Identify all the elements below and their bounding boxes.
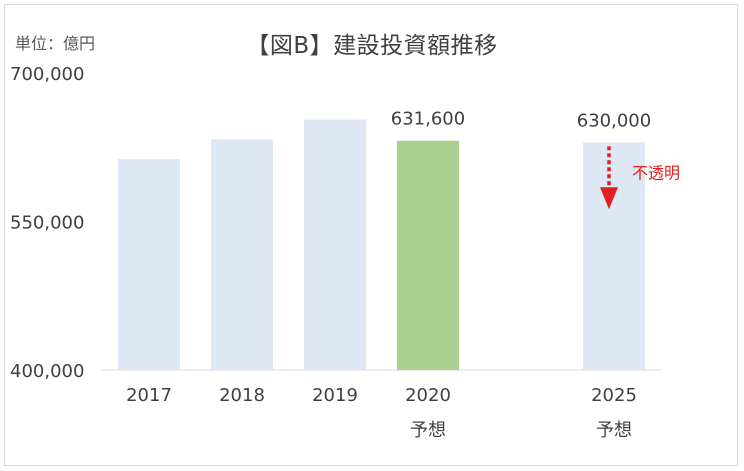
x-axis-categories: 2017 2018 2019 2020 予想 2025 予想 bbox=[126, 385, 637, 441]
bars bbox=[118, 119, 645, 370]
annotation: 不透明 bbox=[600, 146, 680, 210]
y-tick-label: 700,000 bbox=[10, 64, 84, 85]
bar-2019 bbox=[304, 119, 366, 370]
bar-2017 bbox=[118, 159, 180, 370]
bar-2025 bbox=[583, 142, 645, 370]
annotation-label: 不透明 bbox=[632, 163, 680, 182]
bar-2020 bbox=[397, 140, 459, 370]
unit-label: 単位：億円 bbox=[15, 34, 96, 53]
category-label: 2017 bbox=[126, 385, 172, 406]
category-label: 2020 bbox=[405, 385, 451, 406]
category-sublabel: 予想 bbox=[596, 420, 632, 441]
category-label: 2025 bbox=[591, 385, 637, 406]
data-label-2020: 631,600 bbox=[391, 109, 465, 130]
chart-title: 【図B】建設投資額推移 bbox=[246, 33, 498, 59]
down-arrow-icon bbox=[600, 187, 618, 210]
y-tick-label: 400,000 bbox=[10, 361, 84, 382]
y-axis-ticks: 400,000 550,000 700,000 bbox=[10, 64, 84, 382]
data-labels: 631,600 630,000 bbox=[391, 109, 651, 132]
data-label-2025: 630,000 bbox=[577, 110, 651, 131]
bar-2018 bbox=[211, 139, 273, 370]
category-label: 2019 bbox=[312, 385, 358, 406]
category-label: 2018 bbox=[219, 385, 265, 406]
category-sublabel: 予想 bbox=[410, 420, 446, 441]
y-tick-label: 550,000 bbox=[10, 213, 84, 234]
